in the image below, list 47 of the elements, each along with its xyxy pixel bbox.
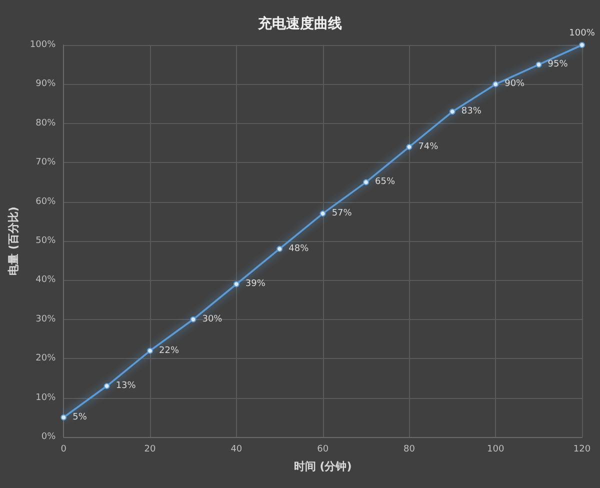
y-tick-label: 60% (36, 196, 56, 207)
y-tick-label: 10% (36, 392, 56, 403)
point (406, 144, 412, 150)
chart-title: 充电速度曲线 (257, 15, 342, 32)
x-tick-label: 20 (144, 444, 156, 454)
data-label: 74% (418, 142, 439, 152)
data-label: 57% (332, 208, 352, 219)
data-label: 65% (375, 177, 396, 188)
y-tick-label: 0% (41, 432, 56, 442)
point (363, 179, 370, 186)
x-tick-label: 100 (487, 444, 504, 454)
y-axis-title: 电量 (百分比) (7, 206, 20, 276)
point (60, 414, 67, 420)
y-tick-label: 50% (36, 236, 56, 246)
y-tick-label: 30% (36, 314, 56, 324)
x-tick-label: 120 (573, 444, 591, 454)
data-label: 13% (116, 381, 136, 392)
point (104, 383, 110, 390)
data-label: 30% (202, 314, 223, 324)
point (320, 210, 326, 217)
x-axis-title: 时间 (分钟) (294, 460, 352, 473)
data-label: 100% (569, 28, 596, 38)
y-tick-label: 40% (36, 275, 56, 286)
data-label: 5% (72, 412, 88, 422)
point (190, 316, 196, 322)
data-label: 48% (288, 244, 310, 254)
point (147, 348, 154, 354)
data-label: 95% (548, 60, 568, 70)
y-tick-label: 80% (36, 118, 56, 128)
point (449, 108, 456, 115)
y-tick-label: 90% (36, 79, 56, 90)
x-tick-label: 80 (403, 444, 416, 454)
data-label: 39% (245, 279, 266, 290)
y-tick-label: 100% (30, 40, 56, 50)
y-tick-label: 70% (36, 158, 56, 168)
point (233, 281, 240, 288)
point (536, 62, 542, 68)
data-label: 83% (461, 106, 482, 117)
x-tick-label: 40 (230, 444, 242, 454)
point (492, 81, 499, 88)
point (579, 42, 585, 48)
data-label: 22% (159, 346, 180, 356)
point (276, 246, 283, 252)
y-tick-label: 20% (36, 354, 56, 364)
x-tick-label: 0 (60, 444, 67, 454)
x-tick-label: 60 (317, 444, 329, 454)
data-label: 90% (504, 79, 526, 90)
